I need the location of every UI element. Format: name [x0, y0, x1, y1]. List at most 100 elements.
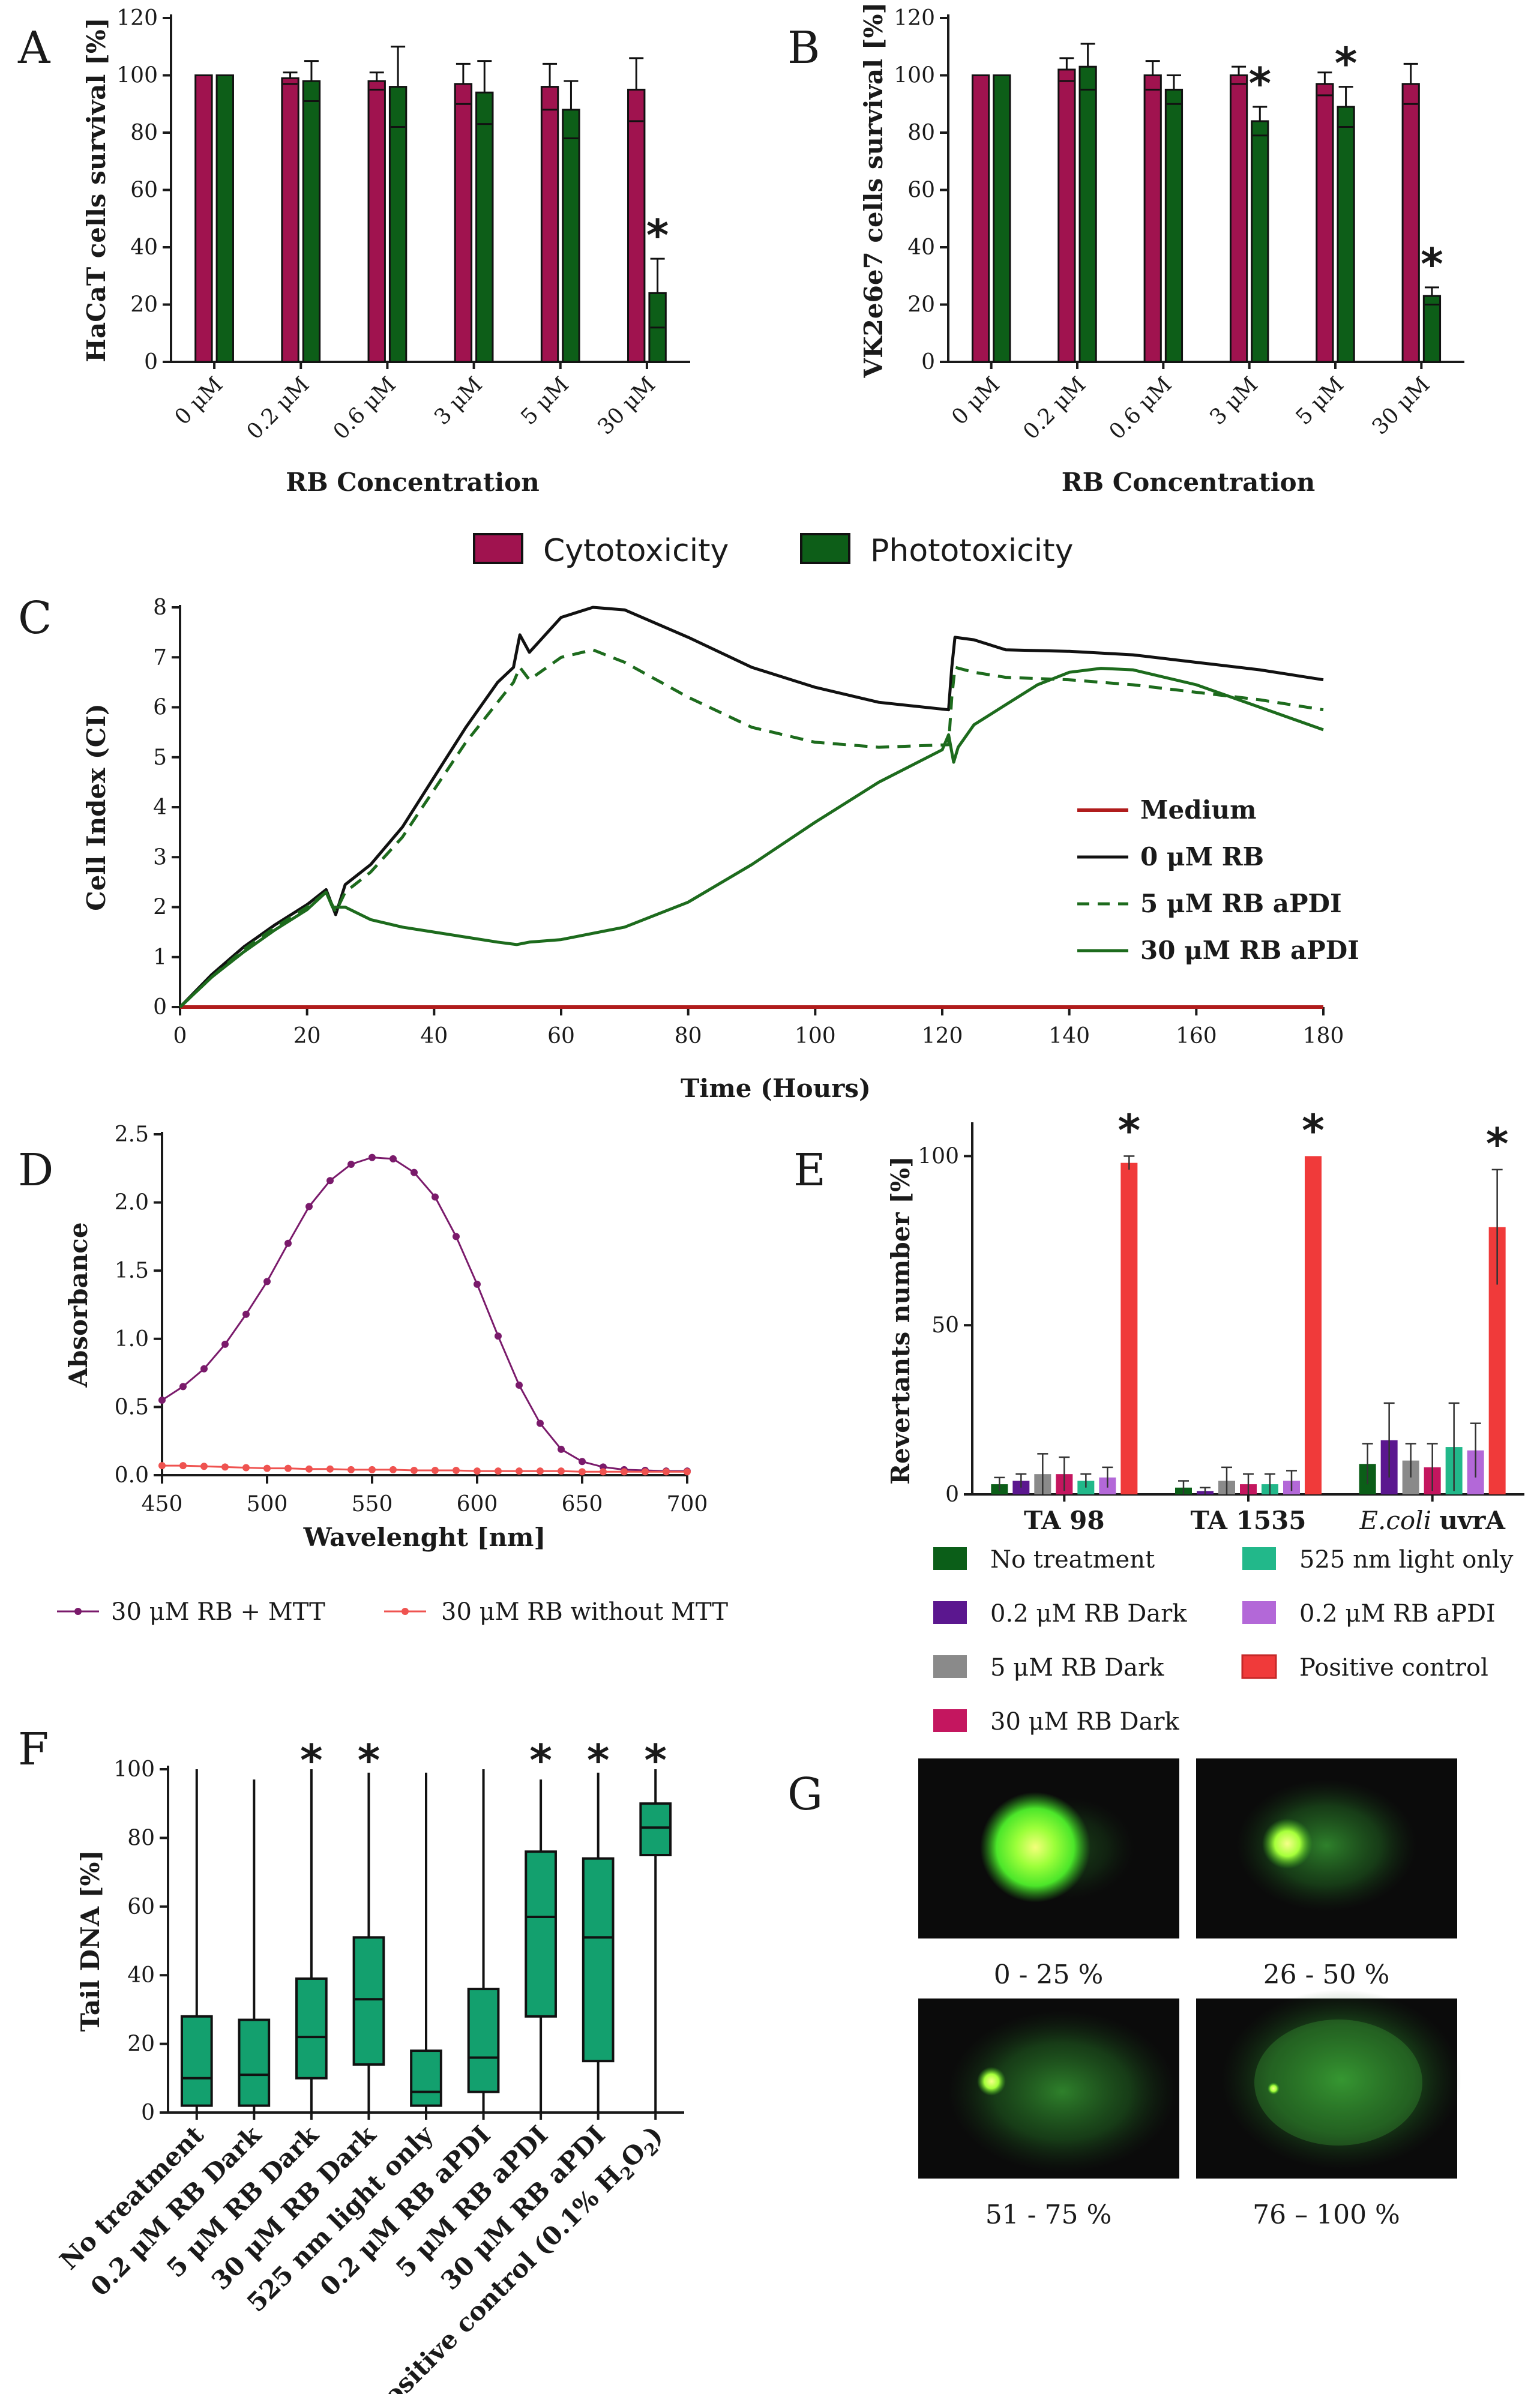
panel-letter-a: A	[17, 22, 51, 74]
chart-b-y-tick-label: 40	[907, 235, 935, 260]
chart-d-point	[432, 1193, 439, 1201]
chart-d-point	[432, 1467, 439, 1475]
chart-d-y-tick-label: 1.5	[115, 1259, 149, 1283]
chart-e-significance-star: *	[1486, 1119, 1509, 1169]
chart-b: 0 20 40 60 80 100 120 0 μM 0.2 μM 0.6 μM 3 μM 5 μM 3…	[859, 2, 1464, 497]
chart-d-point	[474, 1280, 481, 1288]
comet-label-4: 76 – 100 %	[1253, 2200, 1400, 2230]
chart-f-box	[582, 1857, 615, 2063]
chart-d-point	[305, 1203, 313, 1211]
panel-letter-b: B	[787, 22, 820, 74]
legend-e-label: 525 nm light only	[1299, 1546, 1514, 1574]
chart-d-point	[305, 1465, 313, 1473]
chart-f-box	[180, 2015, 213, 2107]
chart-e-significance-star: *	[1302, 1105, 1325, 1155]
chart-b-significance-star: *	[1248, 58, 1271, 109]
chart-c-y-tick-label: 6	[153, 696, 167, 720]
chart-c-y-axis-title: Cell Index (CI)	[82, 703, 111, 910]
chart-d-point	[179, 1383, 187, 1391]
chart-d-point	[579, 1468, 586, 1476]
chart-c-x-tick-label: 80	[675, 1024, 702, 1048]
panel-letter-g: G	[787, 1769, 823, 1820]
chart-d-point	[495, 1332, 502, 1340]
chart-c-x-axis-title: Time (Hours)	[681, 1074, 871, 1103]
legend-label-phototoxicity: Phototoxicity	[870, 533, 1073, 569]
legend-e-swatch	[933, 1709, 967, 1732]
chart-d-x-tick-label: 600	[457, 1492, 498, 1517]
chart-c-y-tick-label: 0	[153, 995, 167, 1020]
comet-label-2: 26 - 50 %	[1263, 1959, 1390, 1990]
chart-f-significance-star: *	[529, 1735, 552, 1785]
legend-e-label: Positive control	[1299, 1654, 1488, 1682]
chart-b-bar-phototoxicity	[1422, 295, 1442, 363]
chart-b-y-tick-label: 100	[894, 64, 935, 88]
panel-letter-d: D	[18, 1144, 53, 1196]
chart-b-bar-phototoxicity	[1164, 88, 1184, 363]
chart-f-box	[295, 1977, 328, 2080]
chart-f-box	[467, 1988, 500, 2093]
chart-b-bar-cytotoxicity	[1057, 68, 1076, 363]
legend-marker-mtt	[74, 1608, 82, 1615]
chart-b-x-tick-label: 5 μM	[1291, 372, 1349, 430]
chart-b-x-tick-label: 3 μM	[1205, 372, 1263, 430]
chart-b-x-tick-label: 30 μM	[1368, 372, 1435, 439]
panel-letter-f: F	[18, 1724, 49, 1775]
comet-images: 0 - 25 % 26 - 50 % 51 - 75 % 76 – 100 %	[918, 1758, 1461, 2230]
chart-a-bar-phototoxicity	[388, 86, 408, 363]
chart-a-bar-phototoxicity	[302, 80, 321, 363]
chart-a-x-tick-label: 0 μM	[170, 372, 228, 430]
chart-a-bar-cytotoxicity	[367, 80, 386, 363]
chart-d-y-tick-label: 0.0	[115, 1463, 149, 1488]
chart-a-y-axis-title: HaCaT cells survival [%]	[82, 17, 111, 362]
chart-d-point	[242, 1464, 250, 1472]
chart-b-y-tick-label: 20	[907, 293, 935, 317]
chart-d-x-tick-label: 550	[352, 1492, 393, 1517]
chart-c-x-tick-label: 160	[1176, 1024, 1217, 1048]
chart-a-x-axis-title: RB Concentration	[286, 468, 539, 497]
chart-f-significance-star: *	[300, 1735, 323, 1785]
chart-a-significance-star: *	[646, 210, 669, 260]
chart-d-x-axis-title: Wavelenght [nm]	[303, 1523, 546, 1552]
chart-f-box	[525, 1850, 557, 2018]
comet-image-1	[918, 1758, 1179, 1938]
comet-image-2	[1196, 1758, 1457, 1938]
chart-c-x-tick-label: 100	[795, 1024, 836, 1048]
chart-d-x-tick-label: 500	[247, 1492, 288, 1517]
chart-d-point	[558, 1467, 565, 1475]
legend-label-cytotoxicity: Cytotoxicity	[543, 533, 729, 569]
legend-e-swatch	[1241, 1654, 1277, 1679]
chart-b-x-axis-title: RB Concentration	[1062, 468, 1315, 497]
chart-e-x-tick-label: TA 98	[1024, 1506, 1105, 1535]
chart-d-point	[537, 1419, 544, 1427]
chart-c-legend-label: 5 μM RB aPDI	[1140, 889, 1342, 918]
chart-d-x-tick-label: 450	[142, 1492, 183, 1517]
legend-e-label: 30 μM RB Dark	[990, 1708, 1180, 1736]
legend-marker-no-mtt	[402, 1608, 409, 1615]
chart-e-y-tick-label: 100	[918, 1144, 959, 1168]
chart-a-bar-phototoxicity	[475, 91, 494, 363]
chart-b-bar-cytotoxicity	[1401, 83, 1420, 363]
chart-d-point	[411, 1168, 418, 1176]
chart-a-bar-cytotoxicity	[454, 83, 473, 363]
chart-a-y-tick-label: 120	[116, 6, 158, 31]
chart-d-point	[263, 1278, 271, 1286]
chart-e-y-axis-title: Revertants number [%]	[886, 1156, 915, 1485]
chart-a-x-tick-label: 0.6 μM	[329, 372, 401, 444]
chart-c-line-5-um-rb-apdi	[179, 648, 1324, 1008]
comet-image-3	[918, 1999, 1179, 2179]
chart-d-y-axis-title: Absorbance	[64, 1222, 93, 1388]
chart-f-y-tick-label: 20	[127, 2032, 155, 2057]
comet-image-4	[1196, 1989, 1461, 2179]
chart-f-box	[410, 2050, 442, 2107]
chart-d-point	[663, 1468, 670, 1476]
chart-b-bar-phototoxicity	[1078, 65, 1097, 363]
chart-b-bar-phototoxicity	[1251, 120, 1269, 363]
chart-b-y-tick-label: 60	[907, 178, 935, 203]
chart-d-point	[158, 1397, 166, 1404]
comet-label-3: 51 - 75 %	[985, 2200, 1112, 2230]
chart-d-point	[326, 1465, 334, 1473]
chart-d-line-with-mtt	[161, 1156, 687, 1472]
